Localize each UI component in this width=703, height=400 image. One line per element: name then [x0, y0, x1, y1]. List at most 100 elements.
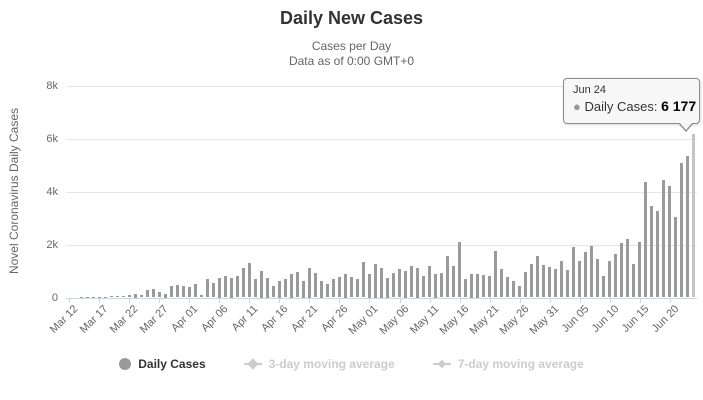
- daily-cases-bar[interactable]: [217, 277, 221, 298]
- daily-cases-bar[interactable]: [458, 242, 462, 298]
- daily-cases-bar[interactable]: [674, 216, 678, 298]
- daily-cases-bar[interactable]: [127, 294, 131, 298]
- daily-cases-bar[interactable]: [626, 239, 630, 298]
- daily-cases-bar[interactable]: [506, 276, 510, 298]
- daily-cases-bar[interactable]: [121, 295, 125, 298]
- daily-cases-bar[interactable]: [169, 285, 173, 298]
- daily-cases-bar[interactable]: [692, 133, 696, 298]
- daily-cases-bar[interactable]: [247, 262, 251, 298]
- daily-cases-bar[interactable]: [115, 295, 119, 298]
- daily-cases-bar[interactable]: [277, 280, 281, 298]
- daily-cases-bar[interactable]: [656, 210, 660, 298]
- daily-cases-bar[interactable]: [211, 282, 215, 298]
- daily-cases-bar[interactable]: [283, 279, 287, 298]
- daily-cases-bar[interactable]: [608, 260, 612, 298]
- daily-cases-bar[interactable]: [205, 279, 209, 298]
- daily-cases-bar[interactable]: [440, 272, 444, 298]
- legend-item-3day-avg[interactable]: 3-day moving average: [243, 357, 395, 371]
- daily-cases-bar[interactable]: [139, 294, 143, 298]
- daily-cases-bar[interactable]: [602, 275, 606, 298]
- daily-cases-bar[interactable]: [578, 261, 582, 298]
- daily-cases-bar[interactable]: [151, 289, 155, 298]
- daily-cases-bar[interactable]: [229, 277, 233, 298]
- daily-cases-bar[interactable]: [428, 265, 432, 298]
- daily-cases-bar[interactable]: [476, 274, 480, 298]
- daily-cases-bar[interactable]: [422, 276, 426, 298]
- daily-cases-bar[interactable]: [109, 295, 113, 298]
- daily-cases-bar[interactable]: [223, 275, 227, 298]
- daily-cases-bar[interactable]: [355, 279, 359, 298]
- daily-cases-bar[interactable]: [386, 277, 389, 298]
- daily-cases-bar[interactable]: [295, 271, 299, 298]
- daily-cases-bar[interactable]: [175, 284, 179, 298]
- daily-cases-bar[interactable]: [331, 279, 335, 298]
- daily-cases-bar[interactable]: [560, 260, 564, 298]
- daily-cases-bar[interactable]: [662, 179, 666, 298]
- daily-cases-bar[interactable]: [367, 274, 371, 298]
- daily-cases-bar[interactable]: [446, 256, 450, 298]
- daily-cases-bar[interactable]: [464, 279, 468, 298]
- daily-cases-bar[interactable]: [482, 274, 486, 298]
- daily-cases-bar[interactable]: [301, 280, 305, 298]
- daily-cases-bar[interactable]: [325, 283, 329, 298]
- daily-cases-bar[interactable]: [590, 245, 594, 298]
- daily-cases-bar[interactable]: [181, 285, 185, 298]
- daily-cases-bar[interactable]: [644, 181, 648, 298]
- daily-cases-bar[interactable]: [307, 267, 311, 298]
- daily-cases-bar[interactable]: [434, 274, 438, 298]
- daily-cases-bar[interactable]: [530, 263, 534, 298]
- daily-cases-bar[interactable]: [199, 294, 203, 298]
- daily-cases-bar[interactable]: [548, 266, 552, 298]
- daily-cases-bar[interactable]: [620, 242, 624, 298]
- daily-cases-bar[interactable]: [416, 267, 420, 298]
- daily-cases-bar[interactable]: [686, 156, 690, 298]
- daily-cases-bar[interactable]: [289, 274, 293, 298]
- daily-cases-bar[interactable]: [163, 294, 167, 298]
- daily-cases-bar[interactable]: [313, 272, 317, 298]
- daily-cases-bar[interactable]: [241, 268, 245, 298]
- daily-cases-bar[interactable]: [488, 276, 492, 298]
- daily-cases-bar[interactable]: [512, 280, 516, 298]
- daily-cases-bar[interactable]: [536, 255, 540, 298]
- daily-cases-bar[interactable]: [380, 267, 383, 298]
- daily-cases-bar[interactable]: [494, 250, 498, 298]
- legend-item-7day-avg[interactable]: 7-day moving average: [432, 357, 584, 371]
- daily-cases-bar[interactable]: [542, 264, 546, 298]
- daily-cases-bar[interactable]: [572, 247, 576, 298]
- daily-cases-bar[interactable]: [410, 265, 414, 298]
- daily-cases-bar[interactable]: [518, 285, 522, 298]
- daily-cases-bar[interactable]: [470, 274, 474, 298]
- daily-cases-bar[interactable]: [259, 271, 263, 298]
- daily-cases-bar[interactable]: [271, 285, 275, 298]
- daily-cases-bar[interactable]: [253, 279, 257, 298]
- daily-cases-bar[interactable]: [157, 291, 161, 298]
- daily-cases-bar[interactable]: [187, 286, 191, 298]
- daily-cases-bar[interactable]: [566, 269, 570, 298]
- daily-cases-bar[interactable]: [638, 241, 642, 298]
- daily-cases-bar[interactable]: [398, 269, 402, 298]
- daily-cases-bar[interactable]: [632, 263, 636, 298]
- daily-cases-bar[interactable]: [584, 252, 588, 298]
- daily-cases-bar[interactable]: [668, 186, 672, 298]
- daily-cases-bar[interactable]: [349, 276, 353, 298]
- daily-cases-bar[interactable]: [524, 272, 528, 298]
- daily-cases-bar[interactable]: [373, 264, 377, 298]
- daily-cases-bar[interactable]: [452, 265, 456, 298]
- daily-cases-bar[interactable]: [265, 277, 269, 298]
- daily-cases-bar[interactable]: [500, 269, 504, 298]
- daily-cases-bar[interactable]: [145, 290, 149, 298]
- daily-cases-bar[interactable]: [554, 269, 558, 298]
- daily-cases-bar[interactable]: [680, 162, 684, 298]
- daily-cases-bar[interactable]: [235, 276, 239, 298]
- daily-cases-bar[interactable]: [596, 258, 600, 298]
- daily-cases-bar[interactable]: [319, 280, 323, 298]
- daily-cases-bar[interactable]: [361, 261, 365, 298]
- daily-cases-bar[interactable]: [650, 206, 654, 298]
- daily-cases-bar[interactable]: [337, 276, 341, 298]
- daily-cases-bar[interactable]: [133, 294, 137, 298]
- daily-cases-bar[interactable]: [404, 271, 408, 298]
- legend-item-daily-cases[interactable]: Daily Cases: [119, 357, 206, 371]
- daily-cases-bar[interactable]: [343, 274, 347, 298]
- daily-cases-bar[interactable]: [193, 283, 197, 298]
- daily-cases-bar[interactable]: [614, 253, 618, 298]
